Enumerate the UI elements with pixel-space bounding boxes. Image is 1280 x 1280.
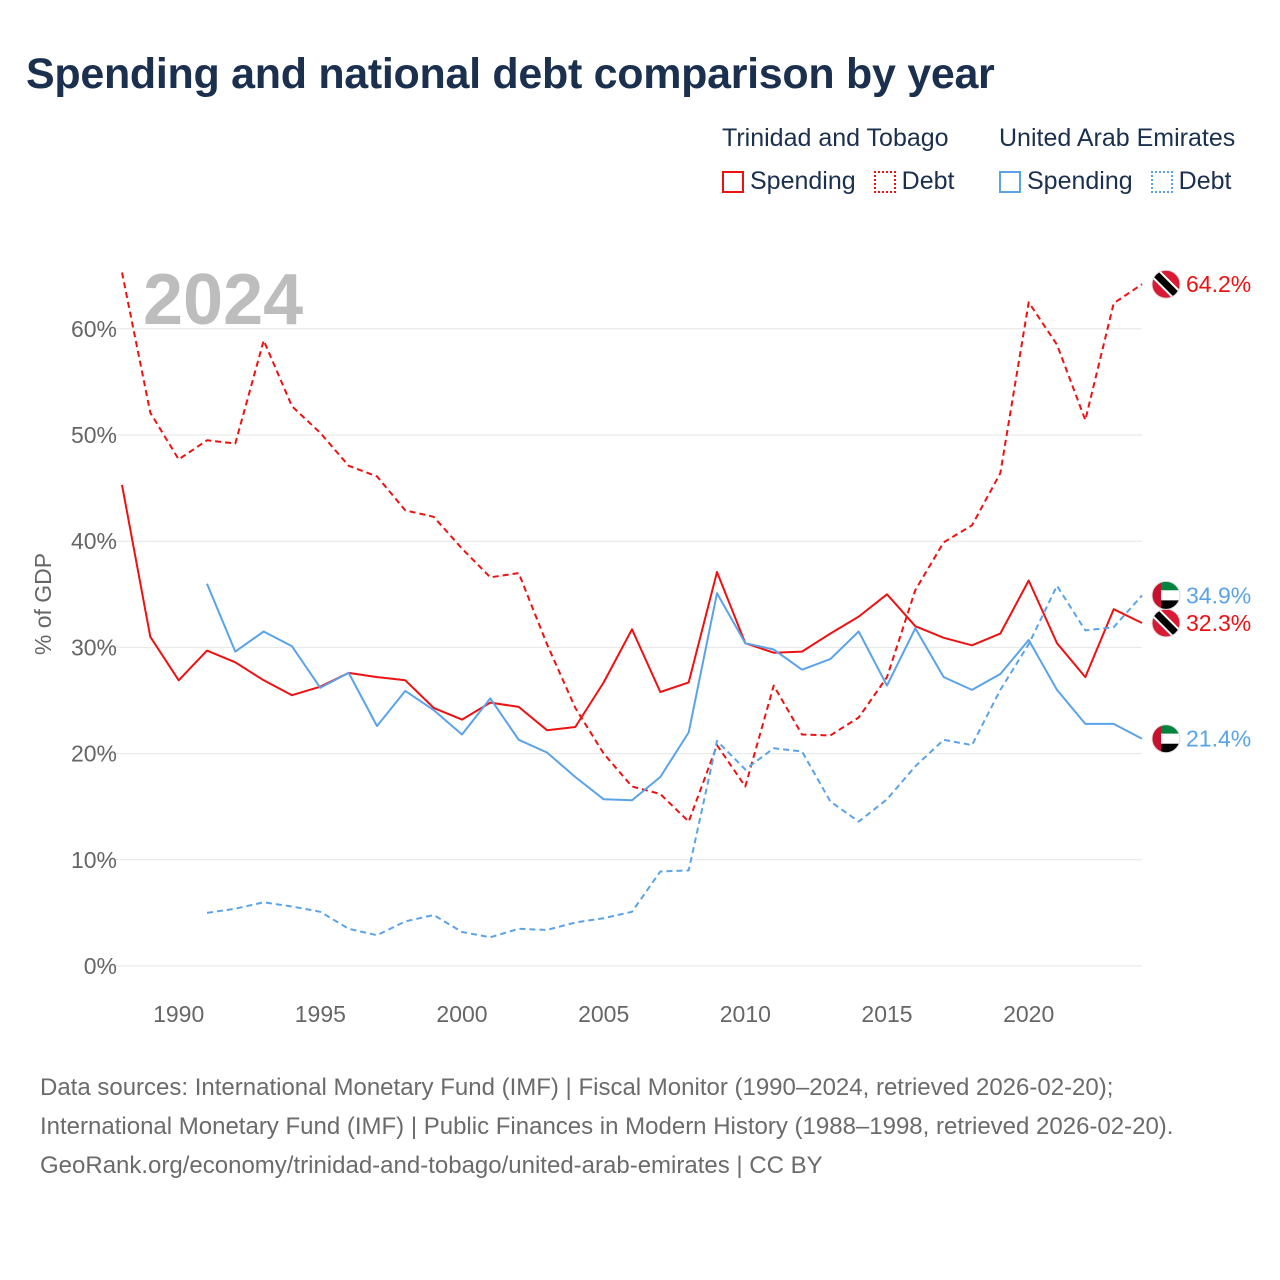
y-tick-label: 0% (84, 953, 117, 979)
legend-label: Spending (1027, 167, 1133, 195)
dotted-swatch-icon (873, 170, 896, 193)
x-tick-label: 2005 (578, 1001, 629, 1027)
legend-item-ae-spending[interactable]: Spending (999, 167, 1133, 196)
legend-label: Debt (901, 167, 955, 195)
legend-label: Debt (1178, 167, 1232, 195)
y-tick-label: 20% (71, 741, 117, 767)
legend-united-arab-emirates: United Arab Emirates Spending Debt (999, 124, 1235, 196)
x-tick-label: 1995 (295, 1001, 346, 1027)
x-tick-label: 2000 (436, 1001, 487, 1027)
legend-country: Trinidad and Tobago (722, 124, 949, 152)
x-tick-label: 1990 (153, 1001, 204, 1027)
legend-label: Spending (750, 167, 856, 195)
series-line-tt-spending (121, 484, 1143, 732)
trinidad-flag-icon (1151, 608, 1181, 638)
y-axis-label: % of GDP (30, 553, 56, 655)
end-value-label: 64.2% (1186, 271, 1251, 297)
uae-flag-icon (1151, 724, 1181, 754)
y-tick-label: 40% (71, 528, 117, 554)
footer: Data sources: International Monetary Fun… (40, 1068, 1240, 1185)
series-line-tt-debt (121, 272, 1143, 823)
trinidad-flag-icon (1151, 269, 1181, 299)
y-tick-label: 10% (71, 847, 117, 873)
uae-flag-icon (1151, 580, 1181, 610)
legend-item-tt-debt[interactable]: Debt (873, 167, 955, 196)
credit-link[interactable]: GeoRank.org/economy/trinidad-and-tobago/… (40, 1152, 823, 1179)
legend-country: United Arab Emirates (999, 124, 1236, 152)
data-sources: Data sources: International Monetary Fun… (40, 1074, 1174, 1140)
x-tick-label: 2015 (861, 1001, 912, 1027)
legend-trinidad-and-tobago: Trinidad and Tobago Spending Debt (722, 124, 954, 196)
end-value-label: 34.9% (1186, 582, 1251, 608)
legend-item-tt-spending[interactable]: Spending (722, 167, 856, 196)
chart-title: Spending and national debt comparison by… (26, 50, 995, 98)
x-tick-label: 2010 (720, 1001, 771, 1027)
solid-swatch-icon (722, 170, 744, 193)
end-value-label: 21.4% (1186, 726, 1251, 752)
line-chart: 0% 10% 20% 30% 40% 50% 60% 1990 1995 2000 2005 2010… (30, 260, 1251, 1027)
series-line-ae-debt (206, 584, 1143, 939)
y-tick-label: 50% (71, 422, 117, 448)
end-value-label: 32.3% (1186, 610, 1251, 636)
series-line-ae-spending (206, 583, 1143, 802)
x-tick-label: 2020 (1003, 1001, 1054, 1027)
y-tick-label: 30% (71, 634, 117, 660)
dotted-swatch-icon (1150, 170, 1173, 193)
solid-swatch-icon (999, 170, 1021, 193)
legend-item-ae-debt[interactable]: Debt (1150, 167, 1232, 196)
year-watermark: 2024 (143, 260, 303, 340)
y-tick-label: 60% (71, 316, 117, 342)
